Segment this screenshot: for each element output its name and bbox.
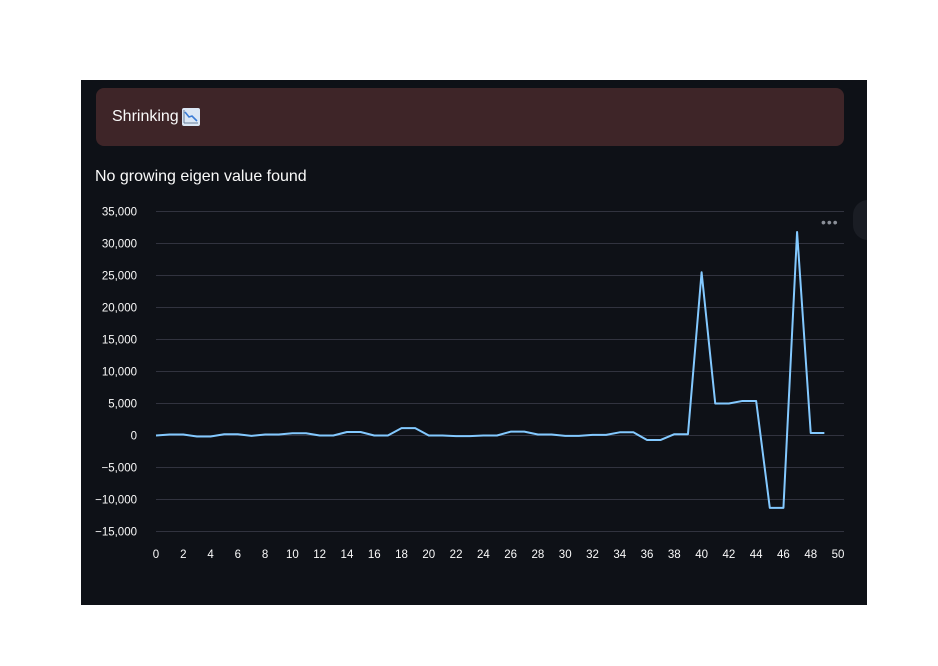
y-tick-label: 0 xyxy=(131,431,137,443)
x-tick-label: 16 xyxy=(368,549,381,561)
x-tick-label: 8 xyxy=(262,549,268,561)
chart-subtitle: No growing eigen value found xyxy=(95,168,307,185)
x-tick-label: 26 xyxy=(504,549,517,561)
x-tick-label: 50 xyxy=(832,549,845,561)
x-tick-label: 32 xyxy=(586,549,599,561)
x-tick-label: 0 xyxy=(153,549,159,561)
x-tick-label: 46 xyxy=(777,549,790,561)
x-tick-label: 34 xyxy=(613,549,626,561)
y-tick-label: 15,000 xyxy=(102,335,137,347)
x-tick-label: 24 xyxy=(477,549,490,561)
x-tick-label: 22 xyxy=(450,549,463,561)
x-tick-label: 18 xyxy=(395,549,408,561)
app-panel: Shrinking No growing eigen value found •… xyxy=(81,80,867,605)
x-tick-label: 42 xyxy=(722,549,735,561)
status-label: Shrinking xyxy=(112,108,179,125)
y-tick-label: −5,000 xyxy=(102,463,138,475)
x-tick-label: 30 xyxy=(559,549,572,561)
x-tick-label: 40 xyxy=(695,549,708,561)
x-tick-label: 36 xyxy=(641,549,654,561)
x-tick-label: 44 xyxy=(750,549,763,561)
line-chart: 35,000 30,000 25,000 20,000 15,000 10,000 5,00… xyxy=(95,207,845,562)
x-tick-label: 28 xyxy=(532,549,545,561)
x-tick-label: 38 xyxy=(668,549,681,561)
y-tick-label: −10,000 xyxy=(95,495,137,507)
x-tick-label: 12 xyxy=(313,549,326,561)
y-tick-label: 25,000 xyxy=(102,271,137,283)
chart-decreasing-icon xyxy=(181,108,200,126)
x-tick-label: 14 xyxy=(341,549,354,561)
y-tick-label: 5,000 xyxy=(108,399,137,411)
x-tick-label: 2 xyxy=(180,549,186,561)
status-alert: Shrinking xyxy=(96,88,844,146)
more-horizontal-icon[interactable]: ••• xyxy=(821,214,839,230)
x-tick-label: 48 xyxy=(804,549,817,561)
x-tick-label: 4 xyxy=(207,549,214,561)
x-tick-label: 6 xyxy=(235,549,241,561)
x-tick-label: 20 xyxy=(422,549,435,561)
x-tick-label: 10 xyxy=(286,549,299,561)
y-tick-label: 30,000 xyxy=(102,239,137,251)
y-tick-label: 20,000 xyxy=(102,303,137,315)
side-handle[interactable] xyxy=(853,200,867,240)
y-tick-label: 35,000 xyxy=(102,207,137,219)
y-tick-label: 10,000 xyxy=(102,367,137,379)
y-tick-label: −15,000 xyxy=(95,527,137,539)
series-line xyxy=(155,230,825,509)
